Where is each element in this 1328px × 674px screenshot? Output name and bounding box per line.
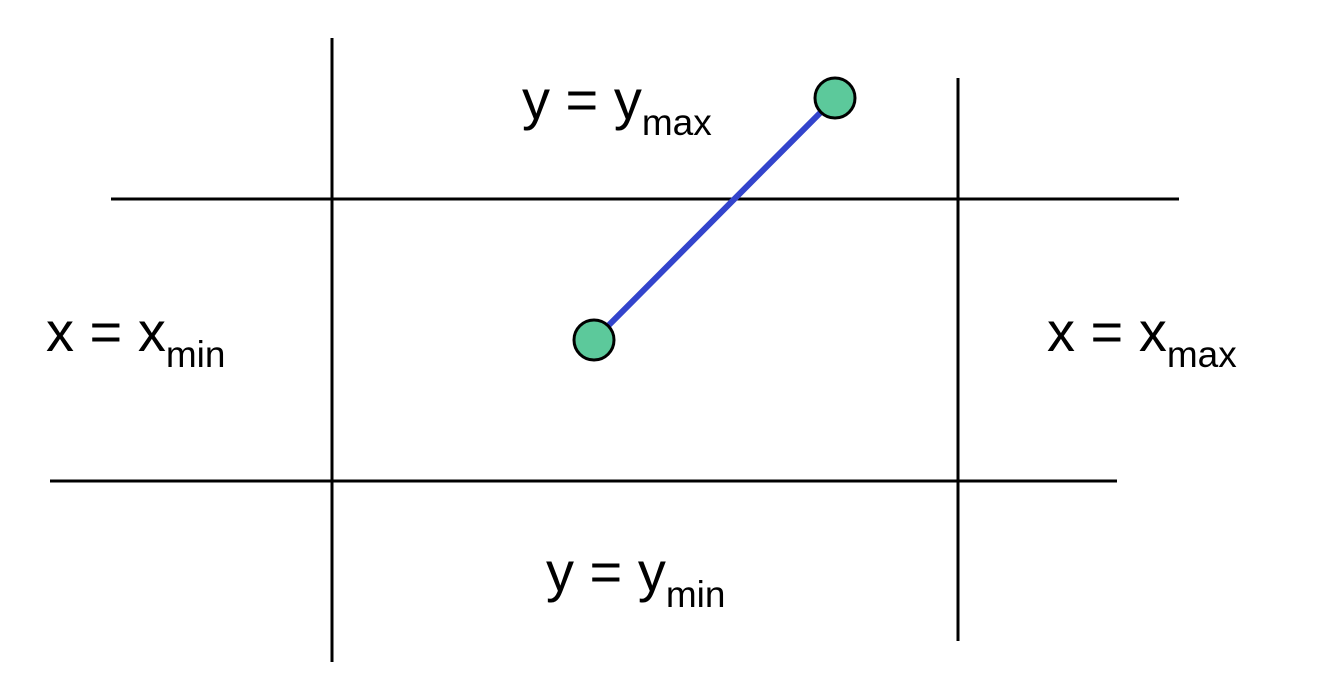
y-min-label-subscript: min <box>665 574 726 615</box>
x-min-label-subscript: min <box>165 334 226 375</box>
y-max-label-subscript: max <box>641 102 712 143</box>
x-max-label-subscript: max <box>1166 334 1237 375</box>
y-max-label-main: y = y <box>522 68 642 131</box>
line-segment <box>591 95 838 343</box>
x-max-label-main: x = x <box>1047 300 1167 363</box>
y-min-label-main: y = y <box>546 540 666 603</box>
y-min-label: y = ymin <box>546 544 725 614</box>
x-min-label-main: x = x <box>46 300 166 363</box>
x-max-label: x = xmax <box>1047 304 1237 374</box>
segment-start-endpoint <box>572 318 616 362</box>
x-min-label: x = xmin <box>46 304 225 374</box>
segment-end-endpoint <box>813 76 857 120</box>
y-max-label: y = ymax <box>522 72 712 142</box>
